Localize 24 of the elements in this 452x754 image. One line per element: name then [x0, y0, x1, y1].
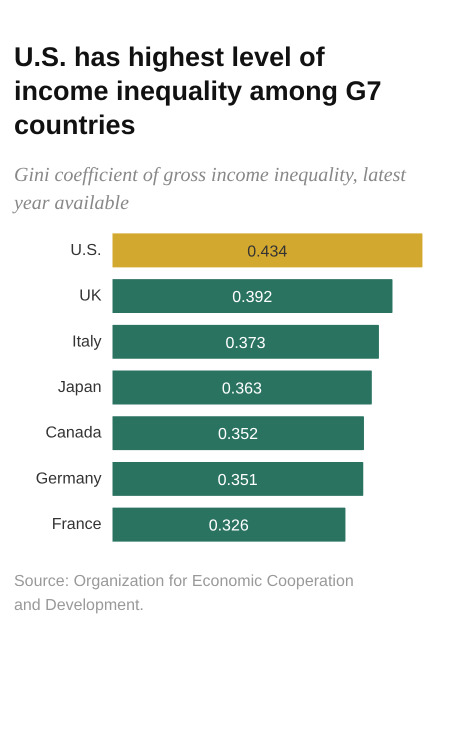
bar [112, 279, 392, 314]
y-tick-label: Canada [45, 424, 102, 442]
data-label: 0.373 [225, 334, 266, 352]
bar [112, 324, 379, 359]
bar [112, 508, 346, 542]
data-label: 0.363 [222, 380, 262, 398]
y-tick-label: Japan [58, 379, 102, 396]
data-label: 0.434 [247, 243, 288, 260]
data-label: 0.326 [208, 518, 249, 535]
y-tick-label: U.S. [70, 242, 102, 259]
data-label: 0.392 [232, 289, 272, 306]
y-tick-label: UK [79, 288, 102, 305]
data-label: 0.352 [218, 426, 258, 444]
y-tick-label: Italy [72, 333, 102, 350]
bar [112, 416, 364, 450]
y-tick-label: France [52, 516, 102, 534]
bar [112, 370, 372, 404]
bar [112, 233, 422, 268]
chart-title: U.S. has highest level of income inequality among G7 countries [14, 41, 383, 142]
bar [112, 462, 364, 496]
data-label: 0.351 [218, 472, 258, 489]
y-tick-label: Germany [36, 470, 102, 488]
chart-subtitle: Gini coefficient of gross income inequality, latest year available [14, 163, 408, 216]
source-note: Source: Organization for Economic Cooperation and Development. [14, 572, 355, 616]
